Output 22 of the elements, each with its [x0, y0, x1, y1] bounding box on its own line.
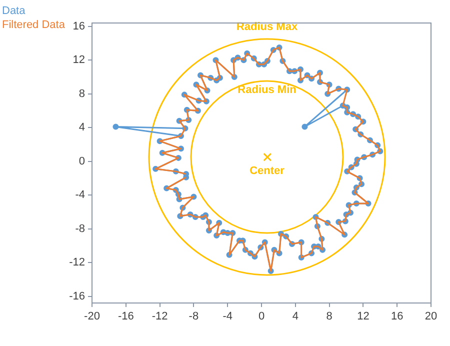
x-tick-label: -12 — [152, 310, 168, 323]
x-tick-label: -16 — [118, 310, 134, 323]
x-tick-label: 4 — [292, 310, 298, 323]
text: Filtered Data — [2, 18, 65, 32]
x-tick-label: 12 — [357, 310, 370, 323]
x-tick-label: 8 — [326, 310, 332, 323]
y-tick-label: -4 — [75, 189, 85, 202]
x-tick-label: -8 — [188, 310, 199, 323]
y-tick-label: 16 — [72, 20, 85, 32]
x-tick-label: -4 — [222, 310, 232, 323]
y-tick-label: 8 — [78, 88, 85, 100]
y-tick-label: 0 — [78, 155, 85, 168]
y-tick-label: 4 — [78, 122, 85, 134]
text: Data — [2, 4, 26, 18]
x-tick-label: -20 — [84, 310, 100, 323]
y-tick-label: -8 — [75, 222, 85, 235]
x-tick-label: 0 — [258, 310, 265, 323]
y-tick-label: -12 — [69, 256, 85, 269]
y-tick-label: 12 — [72, 54, 85, 66]
x-tick-label: 16 — [390, 310, 404, 323]
x-tick-label: 20 — [424, 310, 438, 323]
y-tick-label: -16 — [69, 290, 85, 302]
